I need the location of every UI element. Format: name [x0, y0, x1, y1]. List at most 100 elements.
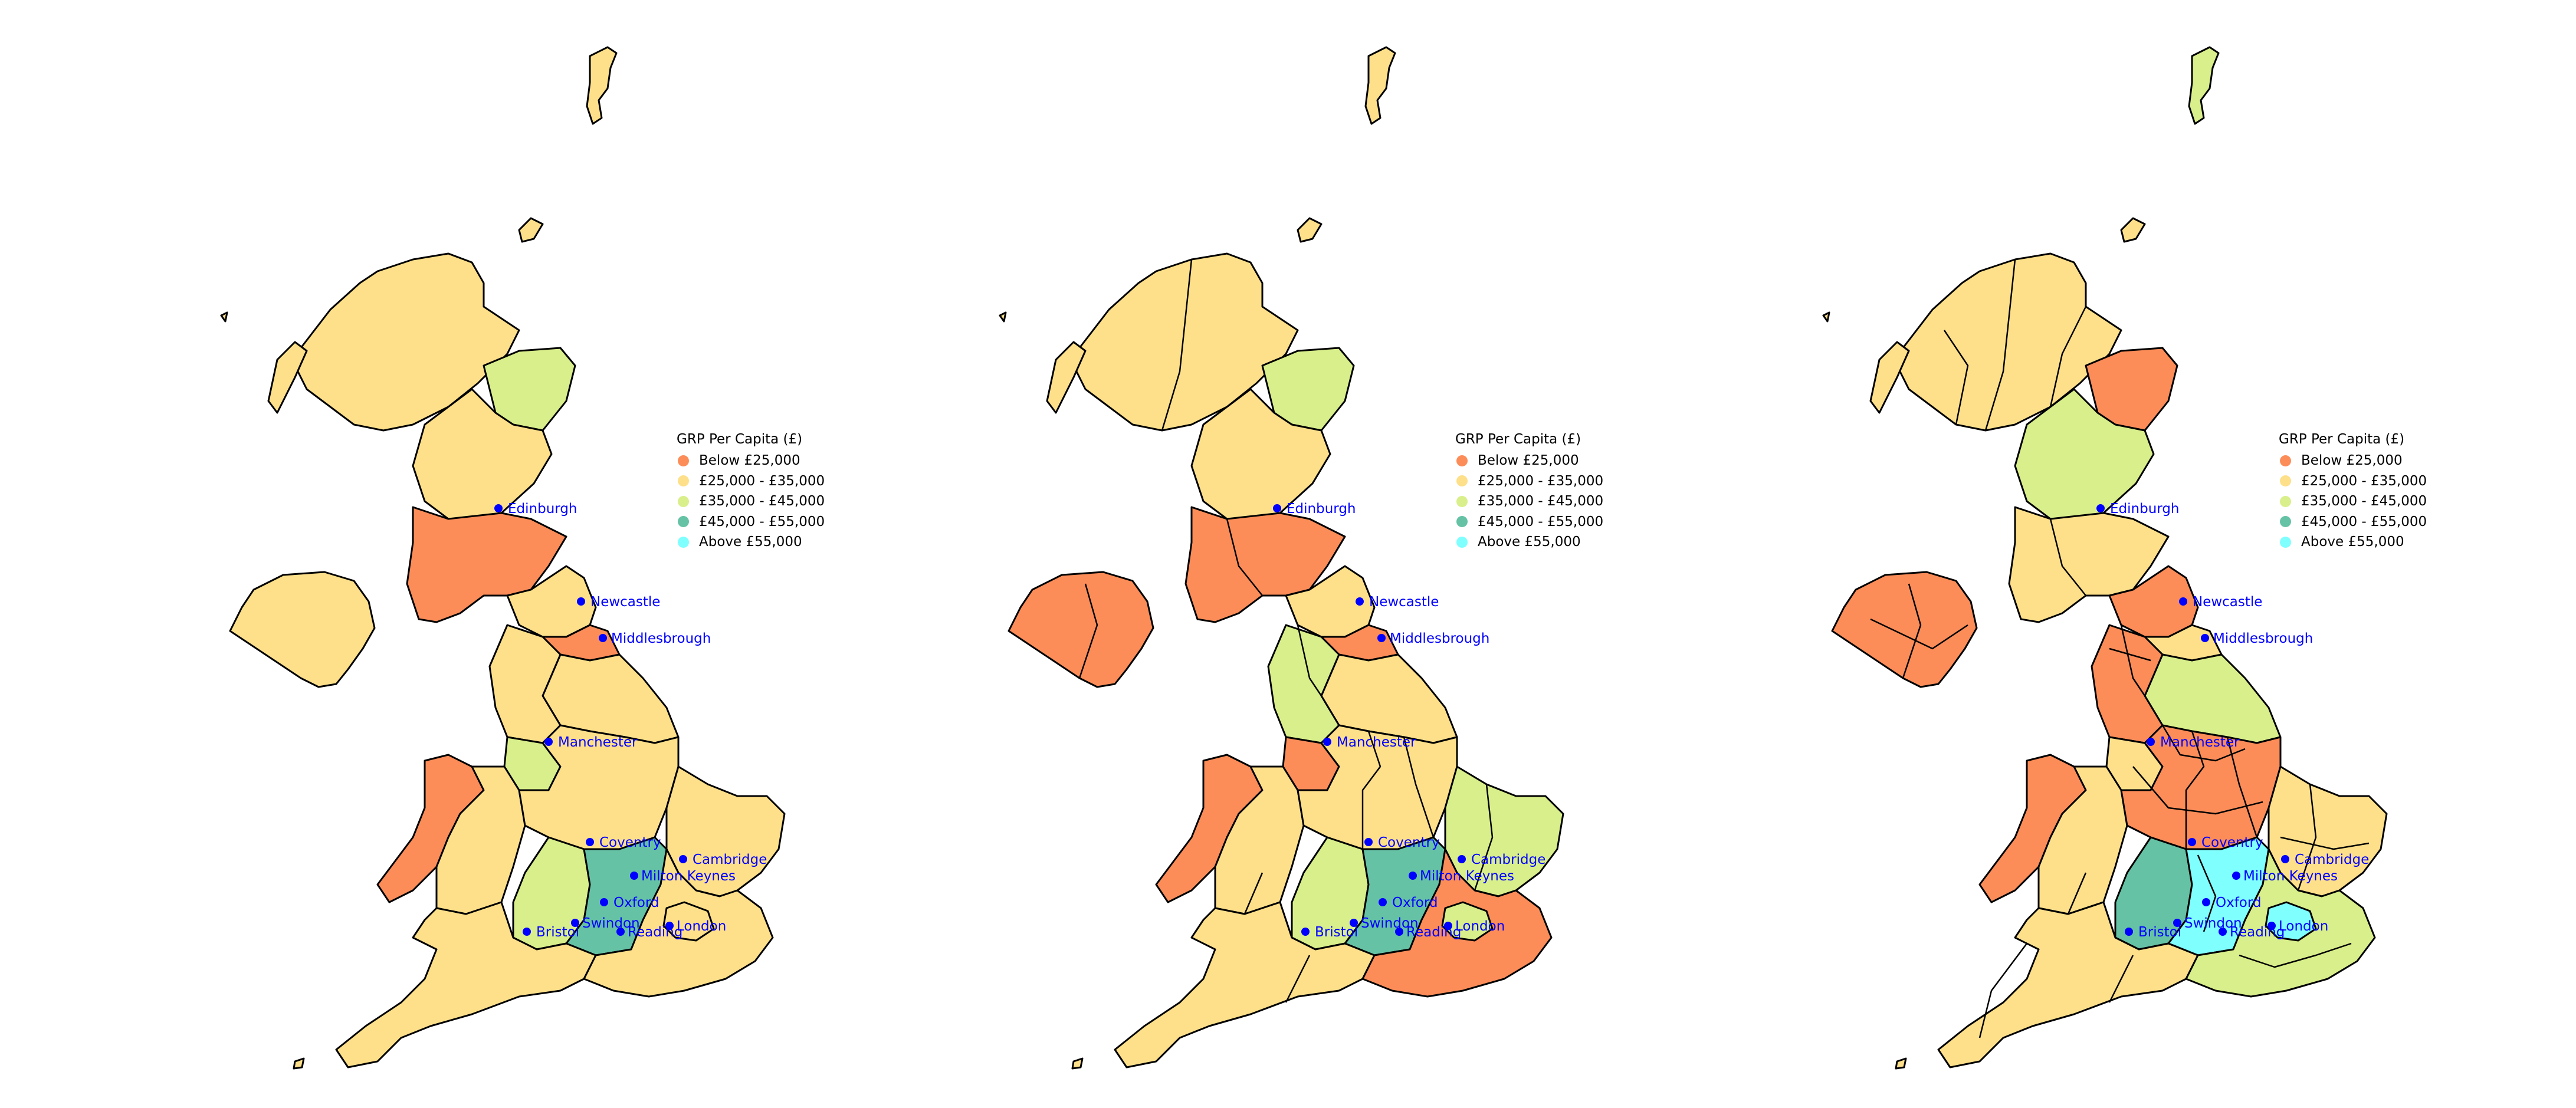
- island-shape: [220, 311, 228, 323]
- boundary-line: [2108, 955, 2134, 1003]
- city-label: Reading: [2230, 925, 2285, 940]
- city-marker: [2201, 634, 2209, 642]
- city-marker: [577, 597, 585, 606]
- city-label: Manchester: [2160, 735, 2240, 750]
- region-london: [662, 901, 715, 942]
- city-marker: [2125, 928, 2133, 936]
- legend-label: £35,000 - £45,000: [699, 494, 825, 509]
- subdivision-boundaries: [1870, 259, 2370, 1038]
- legend-swatch: [1456, 455, 1468, 466]
- legend-item: £25,000 - £35,000: [677, 471, 871, 492]
- legend-label: Above £55,000: [1478, 534, 1581, 550]
- boundary-line: [2109, 647, 2151, 662]
- city-label: Middlesbrough: [1390, 631, 1489, 646]
- subdivision-boundaries: [1078, 259, 1494, 1003]
- region-northern-ireland: [229, 571, 376, 688]
- legend-label: Below £25,000: [699, 453, 800, 469]
- island-shape: [267, 341, 308, 414]
- region-shetland: [586, 46, 618, 125]
- island-shape: [1071, 1057, 1084, 1070]
- regions-group: [1822, 46, 2388, 1070]
- legend-item: Below £25,000: [1455, 451, 1650, 471]
- legend-label: Below £25,000: [2301, 453, 2403, 469]
- city-marker: [2232, 872, 2240, 880]
- boundary-line: [2049, 306, 2087, 407]
- legend-label: Above £55,000: [699, 534, 802, 550]
- legend-label: £35,000 - £45,000: [1478, 494, 1604, 509]
- city-marker: [523, 928, 531, 936]
- boundary-line: [1984, 259, 2016, 431]
- legend-swatch: [678, 455, 689, 466]
- boundary-line: [1078, 583, 1098, 679]
- city-marker: [571, 919, 579, 927]
- city-marker: [1364, 838, 1373, 846]
- legend-label: £25,000 - £35,000: [1478, 473, 1604, 489]
- legend-swatch: [2280, 516, 2291, 528]
- island-shape: [1297, 217, 1323, 243]
- city-label: Newcastle: [2193, 594, 2262, 610]
- legend-swatch: [678, 516, 689, 528]
- boundary-line: [2161, 725, 2246, 762]
- boundary-line: [2049, 518, 2086, 596]
- region-northern-ireland: [1008, 571, 1154, 688]
- legend-swatch: [1456, 475, 1468, 487]
- legend-label: Above £55,000: [2301, 534, 2404, 550]
- city-label: Edinburgh: [1287, 501, 1356, 517]
- legend-item: Above £55,000: [2279, 532, 2473, 553]
- region-london: [1441, 901, 1494, 942]
- legend-swatch: [2280, 495, 2291, 507]
- city-marker: [2202, 898, 2210, 906]
- legend-swatch: [1456, 516, 1468, 528]
- boundary-line: [2297, 784, 2317, 891]
- city-label: Swindon: [2184, 916, 2242, 931]
- city-label: Milton Keynes: [1420, 869, 1514, 884]
- legend: GRP Per Capita (£) Below £25,000 £25,000…: [2279, 432, 2473, 553]
- legend-item: Above £55,000: [677, 532, 871, 553]
- island-shape: [999, 311, 1007, 323]
- city-label: Manchester: [1337, 735, 1416, 750]
- island-shape: [1822, 311, 1830, 323]
- city-marker: [2147, 738, 2155, 746]
- city-label: Newcastle: [590, 594, 660, 610]
- region-northern-ireland: [1831, 571, 1978, 688]
- city-marker: [599, 634, 607, 642]
- regions-group: [220, 46, 786, 1070]
- boundary-line: [2226, 737, 2258, 838]
- city-marker: [1323, 738, 1331, 746]
- legend-swatch: [678, 495, 689, 507]
- legend-label: £35,000 - £45,000: [2301, 494, 2427, 509]
- island-shape: [293, 1057, 305, 1070]
- island-shape: [1046, 341, 1087, 414]
- legend-swatch: [2280, 455, 2291, 466]
- boundary-line: [2239, 942, 2352, 968]
- city-marker: [1301, 928, 1310, 936]
- city-label: Cambridge: [693, 852, 767, 867]
- boundary-line: [1403, 737, 1435, 838]
- uk-map-medium: Edinburgh Newcastle Middlesbrough Mancheste…: [999, 46, 1564, 1070]
- city-marker: [665, 922, 674, 930]
- legend: GRP Per Capita (£) Below £25,000 £25,000…: [677, 432, 871, 553]
- boundary-line: [1978, 943, 2027, 1038]
- legend-label: £45,000 - £55,000: [2301, 514, 2427, 530]
- island-shape: [518, 217, 544, 243]
- city-label: Middlesbrough: [2213, 631, 2313, 646]
- region-south-west: [335, 901, 597, 1068]
- city-label: Bristol: [536, 925, 579, 940]
- city-label: Oxford: [613, 895, 659, 910]
- city-label: Reading: [628, 925, 682, 940]
- legend-swatch: [1456, 536, 1468, 548]
- city-label: London: [1455, 919, 1505, 934]
- island-shape: [2120, 217, 2146, 243]
- region-central-scotland: [2014, 388, 2155, 520]
- boundary-line: [1297, 624, 1323, 696]
- regions-group: [999, 46, 1564, 1070]
- city-label: Bristol: [2138, 925, 2181, 940]
- city-marker: [1377, 634, 1386, 642]
- city-markers: Edinburgh Newcastle Middlesbrough Mancheste…: [1273, 501, 1545, 940]
- boundary-line: [1226, 518, 1263, 596]
- island-shape: [1895, 1057, 1907, 1070]
- city-marker: [1379, 898, 1387, 906]
- legend-item: £35,000 - £45,000: [677, 491, 871, 512]
- boundary-line: [1161, 259, 1193, 431]
- city-marker: [2096, 504, 2105, 512]
